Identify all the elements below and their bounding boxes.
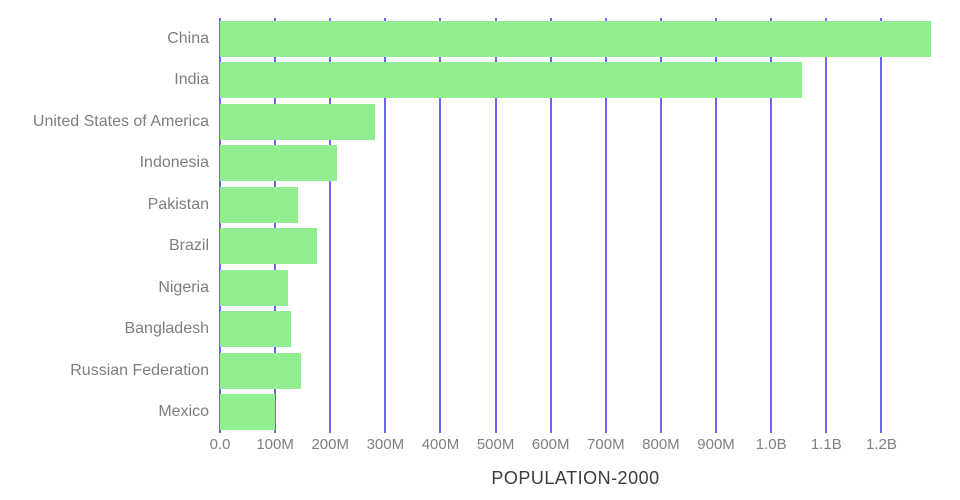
gridline [384,18,387,433]
x-tick-label: 400M [421,436,460,453]
bar [220,145,338,182]
gridline [494,18,497,433]
x-tick-label: 700M [587,436,625,453]
x-tick-label: 200M [311,436,349,453]
x-tick-label: 1.2B [865,436,897,453]
gridline [880,18,883,433]
x-tick-label: 1.0B [755,436,787,453]
x-tick-label: 1.1B [810,436,842,453]
category-label: Russian Federation [70,361,209,379]
bar [220,311,292,348]
bar [220,20,931,57]
gridline [715,18,718,433]
y-axis-labels: China India United States of America Indone… [0,18,213,433]
gridline [439,18,442,433]
category-label: Mexico [158,403,209,421]
category-label: United States of America [32,112,209,130]
bar [220,62,803,99]
category-label: Indonesia [139,154,209,172]
chart-title: POPULATION-2000 [491,468,660,488]
gridline [274,18,277,433]
category-label: China [167,29,209,47]
x-tick-label: 800M [642,436,680,453]
gridline [329,18,332,433]
bar [220,228,317,265]
x-tick-label: 500M [476,436,515,453]
category-label: Bangladesh [124,320,209,338]
category-label: Pakistan [147,195,209,213]
gridline [549,18,552,433]
plot-area [219,18,931,433]
gridline [825,18,828,433]
category-label: India [174,71,209,89]
gridline [659,18,662,433]
x-tick-label: 600M [531,436,570,453]
x-tick-label: 100M [256,436,294,453]
x-tick-label: 900M [697,436,735,453]
bar [220,352,302,389]
gridline [604,18,607,433]
gridline [770,18,773,433]
x-tick-label: 300M [366,436,405,453]
category-label: Nigeria [158,278,209,296]
bar [220,103,376,140]
bar [220,269,289,306]
gridline [219,18,221,433]
x-axis: 0.0 100M 200M 300M 400M 500M 600M 700M 800M 900M 1… [210,436,931,458]
bar [220,394,275,431]
category-label: Brazil [168,237,209,255]
bar [220,186,299,223]
x-tick-label: 0.0 [209,436,231,453]
